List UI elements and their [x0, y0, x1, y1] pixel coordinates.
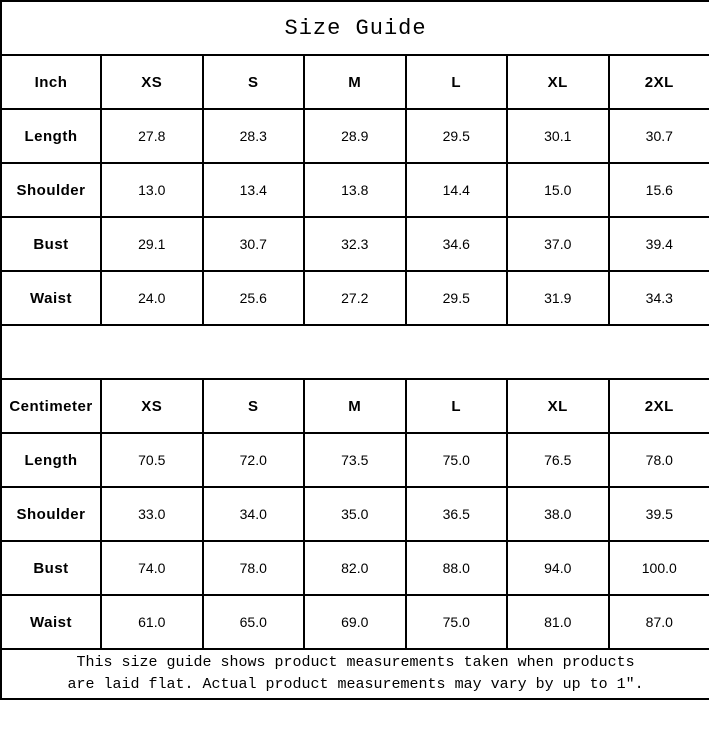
- measurement-value: 30.1: [506, 108, 610, 164]
- footer-note-line2: are laid flat. Actual product measuremen…: [67, 676, 644, 693]
- measurement-value: 15.0: [506, 162, 610, 218]
- table-row: Length 70.5 72.0 73.5 75.0 76.5 78.0: [0, 432, 709, 488]
- measurement-value: 72.0: [201, 432, 305, 488]
- size-header-m: M: [303, 54, 407, 110]
- measurement-value: 33.0: [100, 486, 204, 542]
- measurement-value: 78.0: [201, 540, 305, 596]
- measurement-value: 27.2: [303, 270, 407, 326]
- measurement-value: 39.5: [607, 486, 709, 542]
- size-header-l: L: [404, 378, 508, 434]
- measurement-value: 13.4: [201, 162, 305, 218]
- table-row: Shoulder 13.0 13.4 13.8 14.4 15.0 15.6: [0, 162, 709, 218]
- title-row: Size Guide: [0, 0, 709, 56]
- table-row: Bust 74.0 78.0 82.0 88.0 94.0 100.0: [0, 540, 709, 596]
- size-guide-table: Size Guide Inch XS S M L XL 2XL Length 2…: [0, 0, 709, 700]
- footer-note-line1: This size guide shows product measuremen…: [76, 653, 635, 671]
- measurement-value: 82.0: [303, 540, 407, 596]
- measurement-value: 32.3: [303, 216, 407, 272]
- measurement-value: 76.5: [506, 432, 610, 488]
- measurement-value: 30.7: [607, 108, 709, 164]
- footer-row: This size guide shows product measuremen…: [0, 648, 709, 700]
- measurement-value: 34.0: [201, 486, 305, 542]
- measurement-value: 61.0: [100, 594, 204, 650]
- table-row: Waist 24.0 25.6 27.2 29.5 31.9 34.3: [0, 270, 709, 326]
- measurement-value: 14.4: [404, 162, 508, 218]
- size-header-xs: XS: [100, 54, 204, 110]
- row-label-shoulder: Shoulder: [0, 486, 102, 542]
- row-label-bust: Bust: [0, 540, 102, 596]
- measurement-value: 34.3: [607, 270, 709, 326]
- measurement-value: 15.6: [607, 162, 709, 218]
- unit-header-inch: Inch: [0, 54, 102, 110]
- measurement-value: 31.9: [506, 270, 610, 326]
- size-header-s: S: [201, 54, 305, 110]
- row-label-waist: Waist: [0, 594, 102, 650]
- size-header-xl: XL: [506, 378, 610, 434]
- size-header-2xl: 2XL: [607, 378, 709, 434]
- centimeter-header-row: Centimeter XS S M L XL 2XL: [0, 378, 709, 434]
- measurement-value: 38.0: [506, 486, 610, 542]
- measurement-value: 34.6: [404, 216, 508, 272]
- measurement-value: 78.0: [607, 432, 709, 488]
- measurement-value: 25.6: [201, 270, 305, 326]
- measurement-value: 65.0: [201, 594, 305, 650]
- measurement-value: 35.0: [303, 486, 407, 542]
- measurement-value: 94.0: [506, 540, 610, 596]
- measurement-value: 70.5: [100, 432, 204, 488]
- unit-header-centimeter: Centimeter: [0, 378, 102, 434]
- measurement-value: 36.5: [404, 486, 508, 542]
- row-label-length: Length: [0, 432, 102, 488]
- measurement-value: 73.5: [303, 432, 407, 488]
- size-header-s: S: [201, 378, 305, 434]
- size-header-xs: XS: [100, 378, 204, 434]
- measurement-value: 69.0: [303, 594, 407, 650]
- measurement-value: 29.1: [100, 216, 204, 272]
- row-label-length: Length: [0, 108, 102, 164]
- size-header-xl: XL: [506, 54, 610, 110]
- measurement-value: 81.0: [506, 594, 610, 650]
- row-label-bust: Bust: [0, 216, 102, 272]
- inch-header-row: Inch XS S M L XL 2XL: [0, 54, 709, 110]
- table-row: Bust 29.1 30.7 32.3 34.6 37.0 39.4: [0, 216, 709, 272]
- footer-note: This size guide shows product measuremen…: [0, 648, 709, 700]
- measurement-value: 27.8: [100, 108, 204, 164]
- measurement-value: 28.3: [201, 108, 305, 164]
- table-row: Shoulder 33.0 34.0 35.0 36.5 38.0 39.5: [0, 486, 709, 542]
- measurement-value: 13.8: [303, 162, 407, 218]
- row-label-waist: Waist: [0, 270, 102, 326]
- measurement-value: 87.0: [607, 594, 709, 650]
- size-header-2xl: 2XL: [607, 54, 709, 110]
- measurement-value: 75.0: [404, 594, 508, 650]
- measurement-value: 13.0: [100, 162, 204, 218]
- measurement-value: 30.7: [201, 216, 305, 272]
- measurement-value: 29.5: [404, 270, 508, 326]
- measurement-value: 100.0: [607, 540, 709, 596]
- table-spacer: [0, 324, 709, 380]
- table-row: Waist 61.0 65.0 69.0 75.0 81.0 87.0: [0, 594, 709, 650]
- row-label-shoulder: Shoulder: [0, 162, 102, 218]
- measurement-value: 37.0: [506, 216, 610, 272]
- measurement-value: 88.0: [404, 540, 508, 596]
- page-title: Size Guide: [0, 0, 709, 56]
- size-header-l: L: [404, 54, 508, 110]
- measurement-value: 29.5: [404, 108, 508, 164]
- size-header-m: M: [303, 378, 407, 434]
- spacer-row: [0, 324, 709, 380]
- measurement-value: 74.0: [100, 540, 204, 596]
- measurement-value: 28.9: [303, 108, 407, 164]
- measurement-value: 24.0: [100, 270, 204, 326]
- table-row: Length 27.8 28.3 28.9 29.5 30.1 30.7: [0, 108, 709, 164]
- measurement-value: 39.4: [607, 216, 709, 272]
- measurement-value: 75.0: [404, 432, 508, 488]
